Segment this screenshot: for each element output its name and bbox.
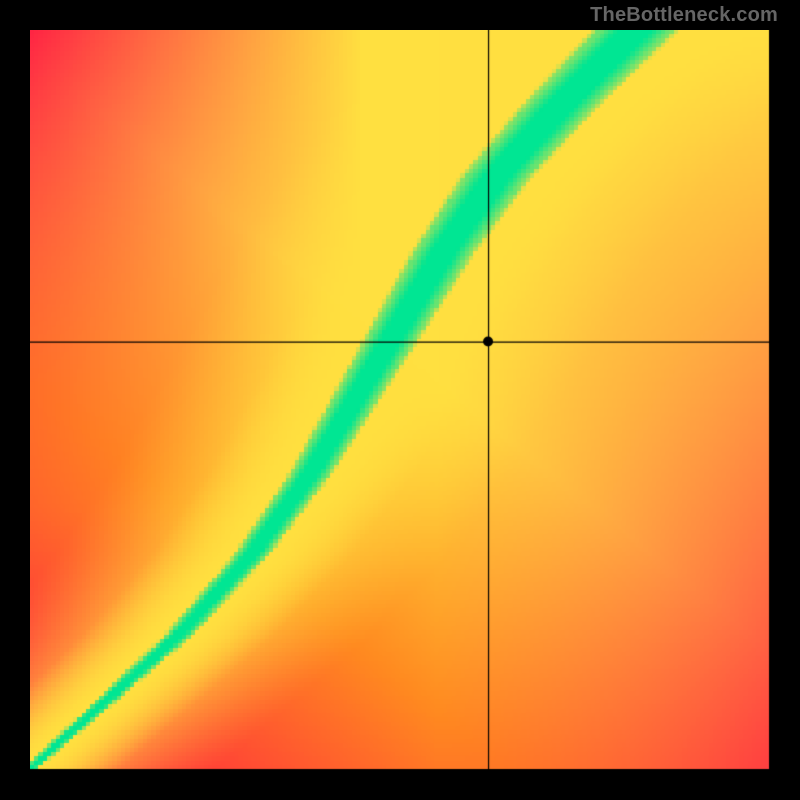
plot-frame — [30, 30, 770, 770]
chart-container: TheBottleneck.com — [0, 0, 800, 800]
watermark-text: TheBottleneck.com — [590, 4, 778, 27]
heatmap-canvas — [30, 30, 770, 770]
